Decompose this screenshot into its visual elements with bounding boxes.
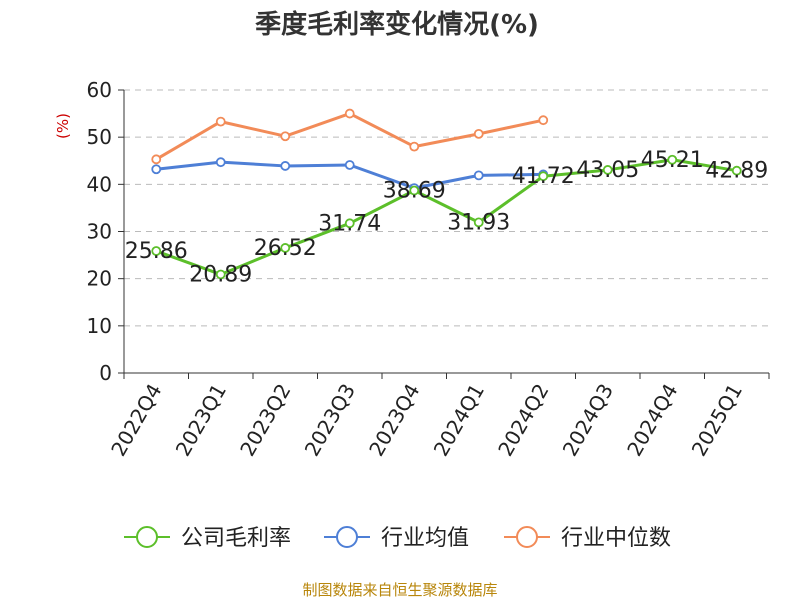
y-axis-label: (%) [54, 113, 72, 139]
source-note: 制图数据来自恒生聚源数据库 [302, 581, 497, 599]
data-point [602, 165, 613, 175]
x-tick-label: 2022Q4 [106, 380, 166, 461]
data-label: 20.89 [189, 262, 252, 287]
data-label: 25.86 [125, 239, 188, 264]
y-tick-label: 0 [99, 361, 112, 385]
data-label: 38.69 [383, 179, 446, 204]
legend-label: 行业均值 [381, 526, 469, 551]
data-point [409, 141, 420, 152]
chart-title: 季度毛利率变化情况(%) [255, 9, 539, 40]
series-line [154, 112, 545, 161]
data-point [473, 128, 484, 139]
y-tick-label: 40 [87, 172, 112, 196]
data-point [731, 165, 742, 176]
data-label: 31.93 [447, 210, 510, 235]
legend-label: 公司毛利率 [181, 526, 291, 551]
legend-marker [516, 526, 538, 548]
data-point [473, 217, 484, 228]
data-point [344, 160, 355, 170]
y-tick-label: 50 [87, 125, 112, 149]
data-label: 45.21 [641, 148, 704, 173]
data-point [280, 131, 291, 142]
data-point [344, 108, 355, 119]
series-points [151, 108, 742, 280]
data-point [280, 243, 291, 253]
data-point [538, 171, 549, 182]
data-point [151, 246, 162, 256]
data-point [215, 157, 226, 168]
data-point [280, 161, 291, 171]
x-tick-label: 2024Q3 [558, 380, 618, 461]
series-line [154, 158, 739, 276]
x-tick-label: 2024Q1 [429, 380, 489, 461]
data-label: 41.72 [512, 164, 575, 189]
grid-lines [124, 89, 769, 327]
data-point [538, 115, 549, 126]
legend-label: 行业中位数 [561, 526, 671, 551]
y-tick-label: 30 [87, 220, 112, 244]
legend-marker [336, 526, 358, 548]
x-tick-label: 2025Q1 [687, 380, 747, 461]
data-label: 26.52 [254, 236, 317, 261]
x-tick-label: 2023Q3 [300, 380, 360, 461]
data-point [667, 154, 678, 165]
data-point [215, 269, 226, 280]
data-label: 42.89 [705, 159, 768, 184]
x-tick-label: 2023Q4 [364, 380, 424, 461]
data-point [344, 218, 355, 229]
legend-marker [136, 526, 158, 548]
data-point [151, 154, 162, 165]
series-lines [154, 112, 739, 276]
x-tick-label: 2023Q1 [171, 380, 231, 461]
data-point [151, 164, 162, 175]
data-label: 31.74 [318, 211, 381, 236]
legend: 公司毛利率 行业均值 行业中位数 [124, 526, 671, 551]
x-tick-label: 2024Q2 [493, 380, 553, 461]
x-tick-label: 2023Q2 [235, 380, 295, 461]
data-point [215, 116, 226, 127]
y-tick-label: 10 [87, 314, 112, 338]
y-tick-label: 20 [87, 267, 112, 291]
data-point [409, 185, 420, 196]
data-point [473, 170, 484, 181]
data-label: 43.05 [576, 158, 639, 183]
x-tick-label: 2024Q4 [622, 380, 682, 461]
y-tick-label: 60 [87, 78, 112, 102]
